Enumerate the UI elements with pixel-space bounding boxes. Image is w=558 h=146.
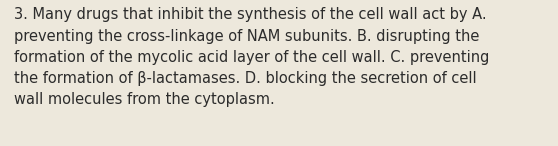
Text: 3. Many drugs that inhibit the synthesis of the cell wall act by A.
preventing t: 3. Many drugs that inhibit the synthesis… [14, 7, 489, 107]
